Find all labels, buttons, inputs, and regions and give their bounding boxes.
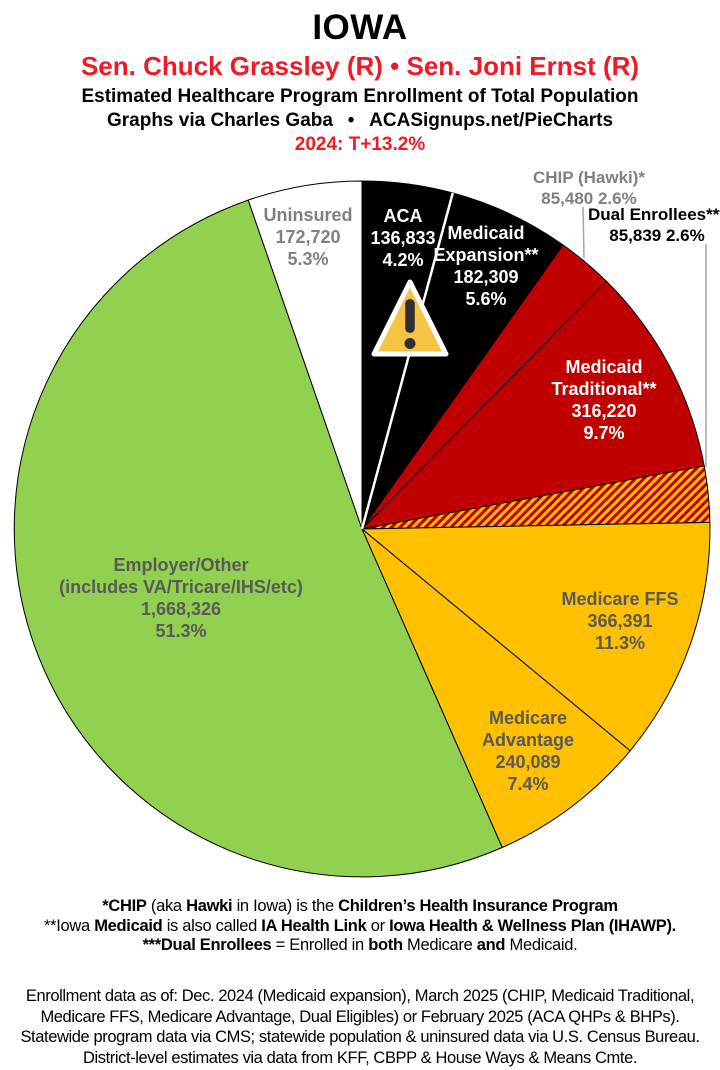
label-line: 85,839 2.6% [609,226,705,245]
partisan-lean-badge: 2024: T+13.2% [294,134,426,155]
source-note-line: Medicare FFS, Medicare Advantage, Dual E… [40,1007,680,1026]
pie-slice-medicaid-traditional [360,280,705,530]
chip-callout-line [582,206,585,259]
slice-label-aca: ACA 136,833 4.2% [370,205,435,271]
label-line: Medicaid [565,357,643,377]
label-line: 11.3% [594,633,646,653]
footnotes-block: *CHIP (aka Hawki in Iowa) is the Childre… [0,897,720,956]
pie-slice-uninsured [247,180,363,530]
slice-label-uninsured: Uninsured 172,720 5.3% [263,204,352,270]
label-line: 4.2% [382,250,424,270]
page-title: IOWA [312,8,408,47]
label-line: 240,089 [495,752,561,772]
warning-exclamation-bar [405,299,415,333]
label-line: 1,668,326 [140,599,222,619]
attribution-line: Graphs via Charles Gaba • ACASignups.net… [106,110,614,131]
label-line: 5.3% [287,249,329,269]
label-line: Employer/Other [113,555,249,575]
label-line: 182,309 [453,267,519,287]
label-line: Advantage [481,730,575,750]
slice-label-dual-enrollees: Dual Enrollees*** 85,839 2.6% [588,204,720,246]
pie-chart-svg [13,180,711,878]
label-line: Medicaid [447,223,525,243]
footnote-dual-enrollees: ***Dual Enrollees = Enrolled in both Med… [142,936,578,954]
label-line: Medicare FFS [561,589,679,609]
warning-triangle-icon [371,279,449,357]
chart-subtitle: Estimated Healthcare Program Enrollment … [81,86,639,107]
label-line: 85,480 2.6% [541,189,637,208]
source-note-line: District-level estimates via data from K… [82,1048,638,1067]
footnote-medicaid: **Iowa Medicaid is also called IA Health… [44,916,676,935]
label-line: 7.4% [507,774,549,794]
pie-chart: Uninsured 172,720 5.3% ACA 136,833 4.2% … [0,167,720,890]
label-line: 316,220 [571,401,637,421]
source-note-line: Enrollment data as of: Dec. 2024 (Medica… [25,987,695,1005]
label-line: 366,391 [587,611,653,631]
footnote-chip: *CHIP (aka Hawki in Iowa) is the Childre… [102,897,618,915]
label-line: 51.3% [155,621,207,641]
source-note-line: Statewide program data via CMS; statewid… [20,1028,700,1046]
label-line: Medicare [488,708,568,728]
slice-label-medicare-advantage: Medicare Advantage 240,089 7.4% [482,707,574,795]
slice-label-chip: CHIP (Hawki)* 85,480 2.6% [533,167,645,209]
label-line: Uninsured [263,205,353,225]
warning-exclamation-dot [404,338,416,349]
aca-expansion-divider-line [360,192,455,530]
slice-label-medicaid-expansion: Medicaid Expansion** 182,309 5.6% [433,222,538,310]
label-line: Dual Enrollees*** [588,205,720,224]
label-line: 172,720 [275,227,341,247]
source-note-block: Enrollment data as of: Dec. 2024 (Medica… [0,986,720,1068]
label-line: 136,833 [370,228,436,248]
pie-slices-group [13,180,711,878]
label-line: ACA [383,206,423,226]
label-line: Expansion** [433,245,539,265]
label-line: Traditional** [551,379,657,399]
pie-slice-medicare-advantage [361,528,631,849]
label-line: (includes VA/Tricare/IHS/etc) [59,577,303,597]
senators-line: Sen. Chuck Grassley (R) • Sen. Joni Erns… [80,51,640,81]
label-line: CHIP (Hawki)* [532,168,646,187]
label-line: 9.7% [583,423,625,443]
slice-label-medicare-ffs: Medicare FFS 366,391 11.3% [561,588,678,654]
slice-label-employer-other: Employer/Other (includes VA/Tricare/IHS/… [59,554,303,642]
pie-slice-employer-other [13,199,503,878]
pie-slice-medicare-ffs [360,521,711,752]
label-line: 5.6% [465,289,507,309]
slice-label-medicaid-traditional: Medicaid Traditional** 316,220 9.7% [551,356,656,444]
